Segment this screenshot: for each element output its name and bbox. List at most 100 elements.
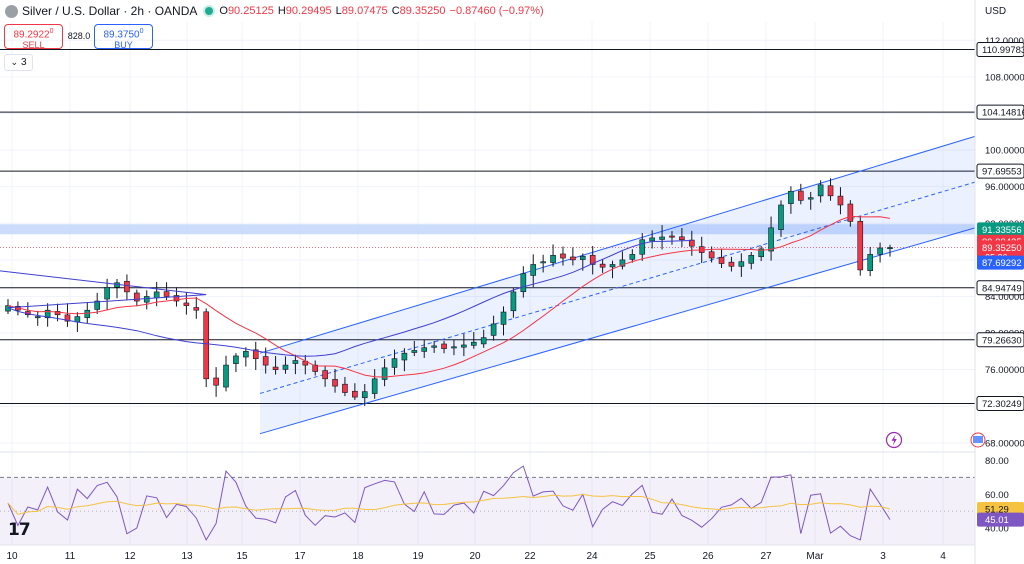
candle [530, 254, 537, 288]
lightning-icon[interactable] [885, 431, 903, 449]
level-tag-bg [976, 280, 1024, 296]
price-tag-label: 87.69292 [982, 258, 1022, 269]
candle [84, 302, 91, 324]
candle [272, 356, 279, 375]
currency-label[interactable]: USD [985, 6, 1007, 17]
candle [778, 200, 784, 237]
candle [679, 227, 685, 247]
candle [114, 278, 120, 299]
candle-body [143, 296, 150, 303]
sell-price: 89.2922 [13, 29, 50, 41]
candle-body [124, 280, 130, 293]
time-tick-label: 25 [644, 551, 656, 562]
candle-body [599, 263, 606, 268]
candle [282, 356, 289, 374]
candle-body [619, 259, 626, 267]
flag-icon [970, 432, 986, 448]
candle [94, 292, 100, 314]
candle [738, 253, 745, 277]
candle [213, 367, 219, 397]
candle-body [500, 311, 507, 325]
candle-body [579, 255, 586, 260]
candle [540, 254, 546, 273]
market-open-icon [205, 7, 214, 15]
indicators-toggle[interactable]: ⌄ 3 [4, 54, 33, 71]
candle [470, 332, 477, 349]
candle [877, 242, 883, 263]
sell-button[interactable]: 89.29220 SELL [4, 24, 63, 50]
time-tick-label: 3 [880, 551, 886, 562]
time-tick-label: 22 [524, 551, 536, 562]
time-axis: 10 11 12 13 15 17 18 19 20 22 24 25 26 27 Mar 3 4 [0, 544, 975, 562]
candle-body [837, 195, 844, 206]
rsi-ma-tag-label: 51.29 [985, 505, 1009, 516]
candle-body [629, 254, 636, 260]
candle-body [183, 302, 190, 306]
candle [322, 365, 328, 387]
candle [124, 274, 130, 300]
candle [867, 246, 873, 277]
rsi-tick-label: 80.00 [985, 456, 1009, 467]
candle-body [223, 364, 229, 388]
candle-body [728, 261, 735, 267]
candle-body [748, 254, 755, 264]
flag-icon-body [973, 436, 983, 443]
price-tick-label: 68.00000 [985, 438, 1024, 449]
symbol-icon [5, 4, 18, 18]
low-value: L89.07475 [335, 5, 388, 17]
last-price-tag-label: 89.35250 [982, 243, 1022, 254]
level-tag-label: 72.30249 [982, 399, 1022, 410]
symbol-title[interactable]: Silver / U.S. Dollar · 2h · OANDA [22, 4, 198, 18]
candle-body [233, 355, 239, 364]
candle-body [609, 264, 616, 268]
buy-price: 89.3750 [103, 29, 140, 41]
support-zone-rect [0, 224, 975, 235]
candle [193, 296, 200, 319]
candle-body [94, 300, 100, 310]
candle [659, 225, 665, 250]
ma-fast-line [7, 215, 891, 378]
candle-body [252, 349, 259, 359]
candle [510, 287, 517, 318]
candle-body [510, 291, 517, 312]
candle-body [718, 256, 725, 264]
moving-averages [0, 215, 891, 378]
candle [688, 230, 695, 256]
time-tick-label: 27 [760, 551, 772, 562]
level-tag-label: 97.69553 [982, 167, 1022, 178]
candle-body [421, 347, 428, 352]
chevron-down-icon: ⌄ [10, 57, 18, 67]
price-tick-label: 76.00000 [985, 365, 1024, 376]
candle-body [738, 261, 745, 267]
time-tick-label: 19 [412, 551, 424, 562]
buy-button[interactable]: 89.37500 BUY [94, 24, 153, 50]
candle [134, 289, 140, 307]
candle-body [153, 291, 160, 299]
candle-body [847, 203, 854, 222]
candle-body [104, 287, 110, 300]
candle [461, 333, 467, 357]
candle [401, 348, 408, 372]
candle [223, 355, 229, 392]
candle-body [401, 352, 408, 361]
candle [451, 339, 457, 356]
candle-body [243, 351, 249, 358]
candle-body [669, 235, 675, 238]
candle [798, 183, 804, 205]
time-tick-label: 4 [940, 551, 946, 562]
candle-body [807, 197, 814, 200]
price-tick-label: 84.00000 [985, 292, 1024, 303]
candle [371, 369, 378, 399]
lightning-icon-bolt [891, 434, 897, 446]
candle [104, 278, 110, 311]
candle [34, 310, 41, 326]
price-tick-label: 108.00000 [985, 72, 1024, 83]
rsi-tag-bg [977, 512, 1024, 527]
candle-body [768, 227, 774, 252]
candle [649, 230, 655, 249]
candle [332, 368, 338, 393]
candle [143, 290, 150, 310]
rsi-ma-line [7, 493, 891, 515]
level-tag-label: 79.26630 [982, 335, 1022, 346]
